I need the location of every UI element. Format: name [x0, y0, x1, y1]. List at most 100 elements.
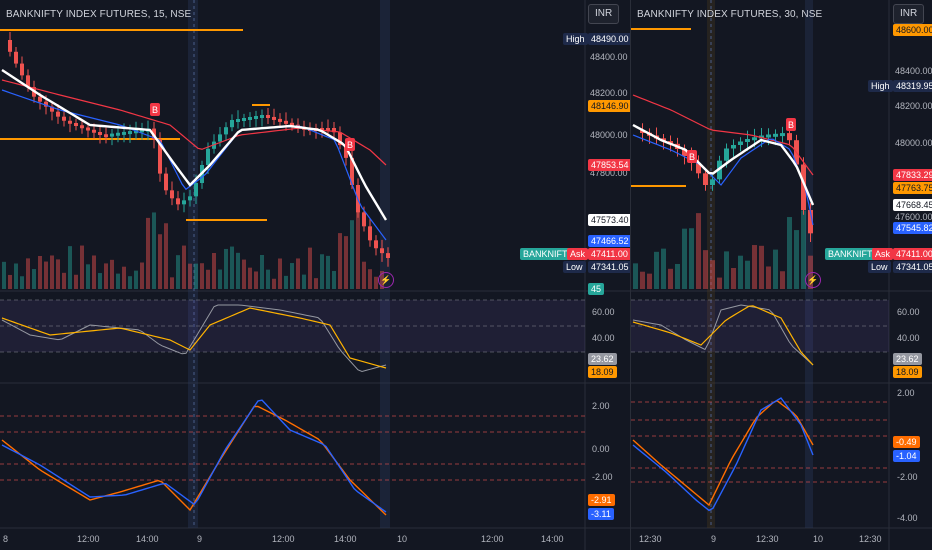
- volume-bar: [296, 258, 300, 289]
- chart-title: BANKNIFTY INDEX FUTURES, 30, NSE: [637, 9, 823, 20]
- candle: [68, 120, 72, 124]
- time-tick: 12:30: [756, 534, 779, 544]
- price-tick: 48200.00: [895, 101, 932, 111]
- candle: [254, 116, 258, 119]
- volume-bar: [787, 217, 792, 289]
- ask-tag: Ask: [872, 248, 894, 260]
- volume-bar: [32, 269, 36, 289]
- volume-bar: [703, 250, 708, 289]
- candle: [56, 111, 60, 117]
- volume-bar: [682, 228, 687, 289]
- price-tick: 48400.00: [590, 52, 628, 62]
- high-price-label: 48490.00: [588, 33, 630, 45]
- candle: [50, 106, 54, 112]
- volume-bar: [344, 236, 348, 289]
- time-tick: 14:00: [541, 534, 564, 544]
- candle: [98, 132, 102, 135]
- candle: [176, 198, 180, 205]
- candle: [20, 63, 24, 76]
- osc-tick: -4.00: [897, 513, 918, 523]
- candle: [773, 133, 778, 137]
- top-price-label: 48600.00: [893, 24, 932, 36]
- volume-bar: [8, 274, 12, 289]
- volume-bar: [80, 245, 84, 289]
- price-tick: 48000.00: [590, 130, 628, 140]
- rsi-signal-label: 18.09: [588, 366, 617, 378]
- candle: [260, 115, 264, 118]
- alert-bolt-icon[interactable]: ⚡: [378, 272, 394, 288]
- white-ma-line: [632, 123, 815, 206]
- candle: [26, 75, 30, 88]
- volume-bar: [242, 259, 246, 289]
- red-ma-label: 47833.29: [893, 169, 932, 181]
- chart-canvas-15m[interactable]: BB: [0, 0, 630, 550]
- time-tick: 12:30: [639, 534, 662, 544]
- volume-bar: [182, 245, 186, 289]
- time-tick: 9: [711, 534, 717, 544]
- volume-bar: [668, 268, 673, 289]
- rsi-signal-line: [1, 307, 387, 369]
- candle: [86, 127, 90, 131]
- volume-bar: [86, 264, 90, 289]
- blue-ma-label: 47545.82: [893, 222, 932, 234]
- candle: [242, 118, 246, 121]
- volume-bar: [794, 230, 799, 289]
- osc-signal-line: [632, 397, 814, 512]
- volume-label: 45: [588, 283, 605, 295]
- low-price-label: 47341.05: [588, 261, 630, 273]
- time-tick: 10: [397, 534, 408, 544]
- rsi-tick: 40.00: [897, 333, 920, 343]
- rsi-signal-line: [632, 305, 814, 366]
- time-tick: 12:00: [481, 534, 504, 544]
- candle: [248, 117, 252, 120]
- chart-canvas-30m[interactable]: BB: [631, 0, 932, 550]
- time-tick: 14:00: [334, 534, 357, 544]
- volume-bar: [773, 249, 778, 289]
- osc-label: -0.49: [893, 436, 920, 448]
- candle: [224, 127, 228, 135]
- rsi-label: 23.62: [588, 353, 617, 365]
- rsi-signal-label: 18.09: [893, 366, 922, 378]
- volume-bar: [194, 263, 198, 289]
- candle: [738, 141, 743, 145]
- time-tick: 12:30: [859, 534, 882, 544]
- candle: [380, 248, 384, 254]
- volume-bar: [356, 209, 360, 289]
- osc-tick: -2.00: [897, 472, 918, 482]
- volume-bar: [146, 217, 150, 289]
- candle: [344, 145, 348, 158]
- volume-bar: [218, 269, 222, 289]
- buy-marker-text: B: [689, 152, 695, 162]
- candle: [338, 132, 342, 146]
- ask-tag: Ask: [567, 248, 589, 260]
- time-tick: 8: [3, 534, 9, 544]
- currency-button[interactable]: INR: [588, 4, 620, 24]
- candle: [326, 128, 330, 131]
- time-tick: 10: [813, 534, 824, 544]
- volume-bar: [128, 276, 132, 289]
- buy-marker-text: B: [347, 140, 353, 150]
- volume-bar: [752, 245, 757, 289]
- volume-bar: [20, 276, 24, 289]
- volume-bar: [212, 252, 216, 289]
- volume-bar: [308, 247, 312, 289]
- white-ma-label: 47573.40: [588, 214, 630, 226]
- red-ma-label: 47853.54: [588, 159, 630, 171]
- osc-tick: 2.00: [592, 401, 610, 411]
- candle: [374, 240, 378, 249]
- volume-bar: [110, 259, 114, 289]
- volume-bar: [116, 273, 120, 289]
- price-tick: 47600.00: [895, 212, 932, 222]
- candle: [766, 134, 771, 138]
- volume-bar: [122, 266, 126, 289]
- volume-bar: [362, 261, 366, 289]
- volume-bar: [38, 255, 42, 289]
- currency-button[interactable]: INR: [893, 4, 925, 24]
- alert-bolt-icon[interactable]: ⚡: [805, 272, 821, 288]
- candle: [266, 115, 270, 118]
- volume-bar: [2, 261, 6, 289]
- volume-bar: [350, 220, 354, 289]
- candle: [696, 163, 701, 174]
